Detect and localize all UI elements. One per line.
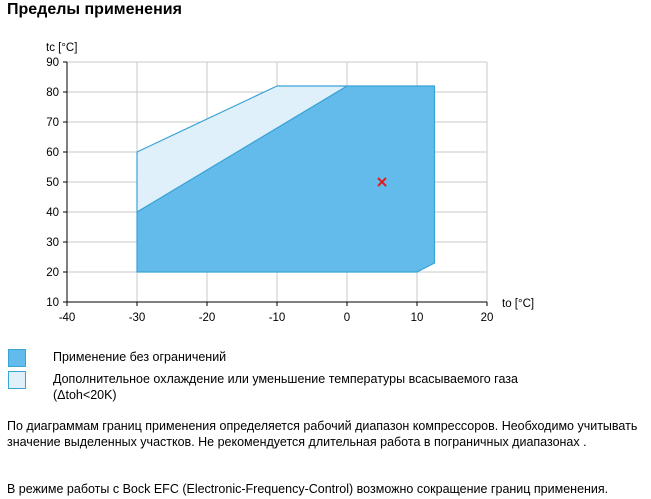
operating-point	[377, 177, 387, 187]
x-tick-label: 10	[411, 312, 424, 324]
x-tick-label: 20	[481, 312, 494, 324]
y-tick-label: 90	[46, 57, 59, 69]
legend-swatch-unrestricted	[8, 349, 26, 367]
x-tick-label: -30	[129, 312, 146, 324]
region-additional	[136, 85, 348, 213]
application-limits-chart: -40 -30 -20 -10 0 10 20 10 20 30 40 50 60 70 80 90 tc […	[46, 42, 534, 324]
y-tick-label: 30	[46, 237, 59, 249]
legend-swatch-additional	[8, 371, 26, 389]
regions	[136, 85, 436, 273]
y-axis-label: tc [°C]	[46, 42, 77, 54]
y-tick-label: 70	[46, 117, 59, 129]
y-tick-label: 10	[46, 297, 59, 309]
efc-note: В режиме работы с Bock EFC (Electronic-F…	[7, 482, 609, 496]
y-tick-label: 20	[46, 267, 59, 279]
x-axis-label: to [°C]	[502, 298, 534, 310]
y-tick-label: 80	[46, 87, 59, 99]
x-tick-label: -40	[59, 312, 76, 324]
tick-labels: -40 -30 -20 -10 0 10 20 10 20 30 40 50 60 70 80 90	[46, 57, 493, 324]
axes	[63, 61, 488, 306]
legend-label: Применение без ограничений	[53, 350, 227, 364]
y-tick-label: 50	[46, 177, 59, 189]
y-tick-label: 60	[46, 147, 59, 159]
x-tick-label: -20	[199, 312, 216, 324]
legend-label-note: (Δtoh<20K)	[53, 388, 117, 402]
y-tick-label: 40	[46, 207, 59, 219]
description-paragraph: По диаграммам границ применения определя…	[7, 419, 638, 449]
x-tick-label: -10	[269, 312, 286, 324]
page-title: Пределы применения	[7, 1, 182, 18]
operating-point-marker	[377, 177, 387, 187]
x-tick-label: 0	[344, 312, 350, 324]
legend-label: Дополнительное охлаждение или уменьшение…	[53, 372, 518, 386]
